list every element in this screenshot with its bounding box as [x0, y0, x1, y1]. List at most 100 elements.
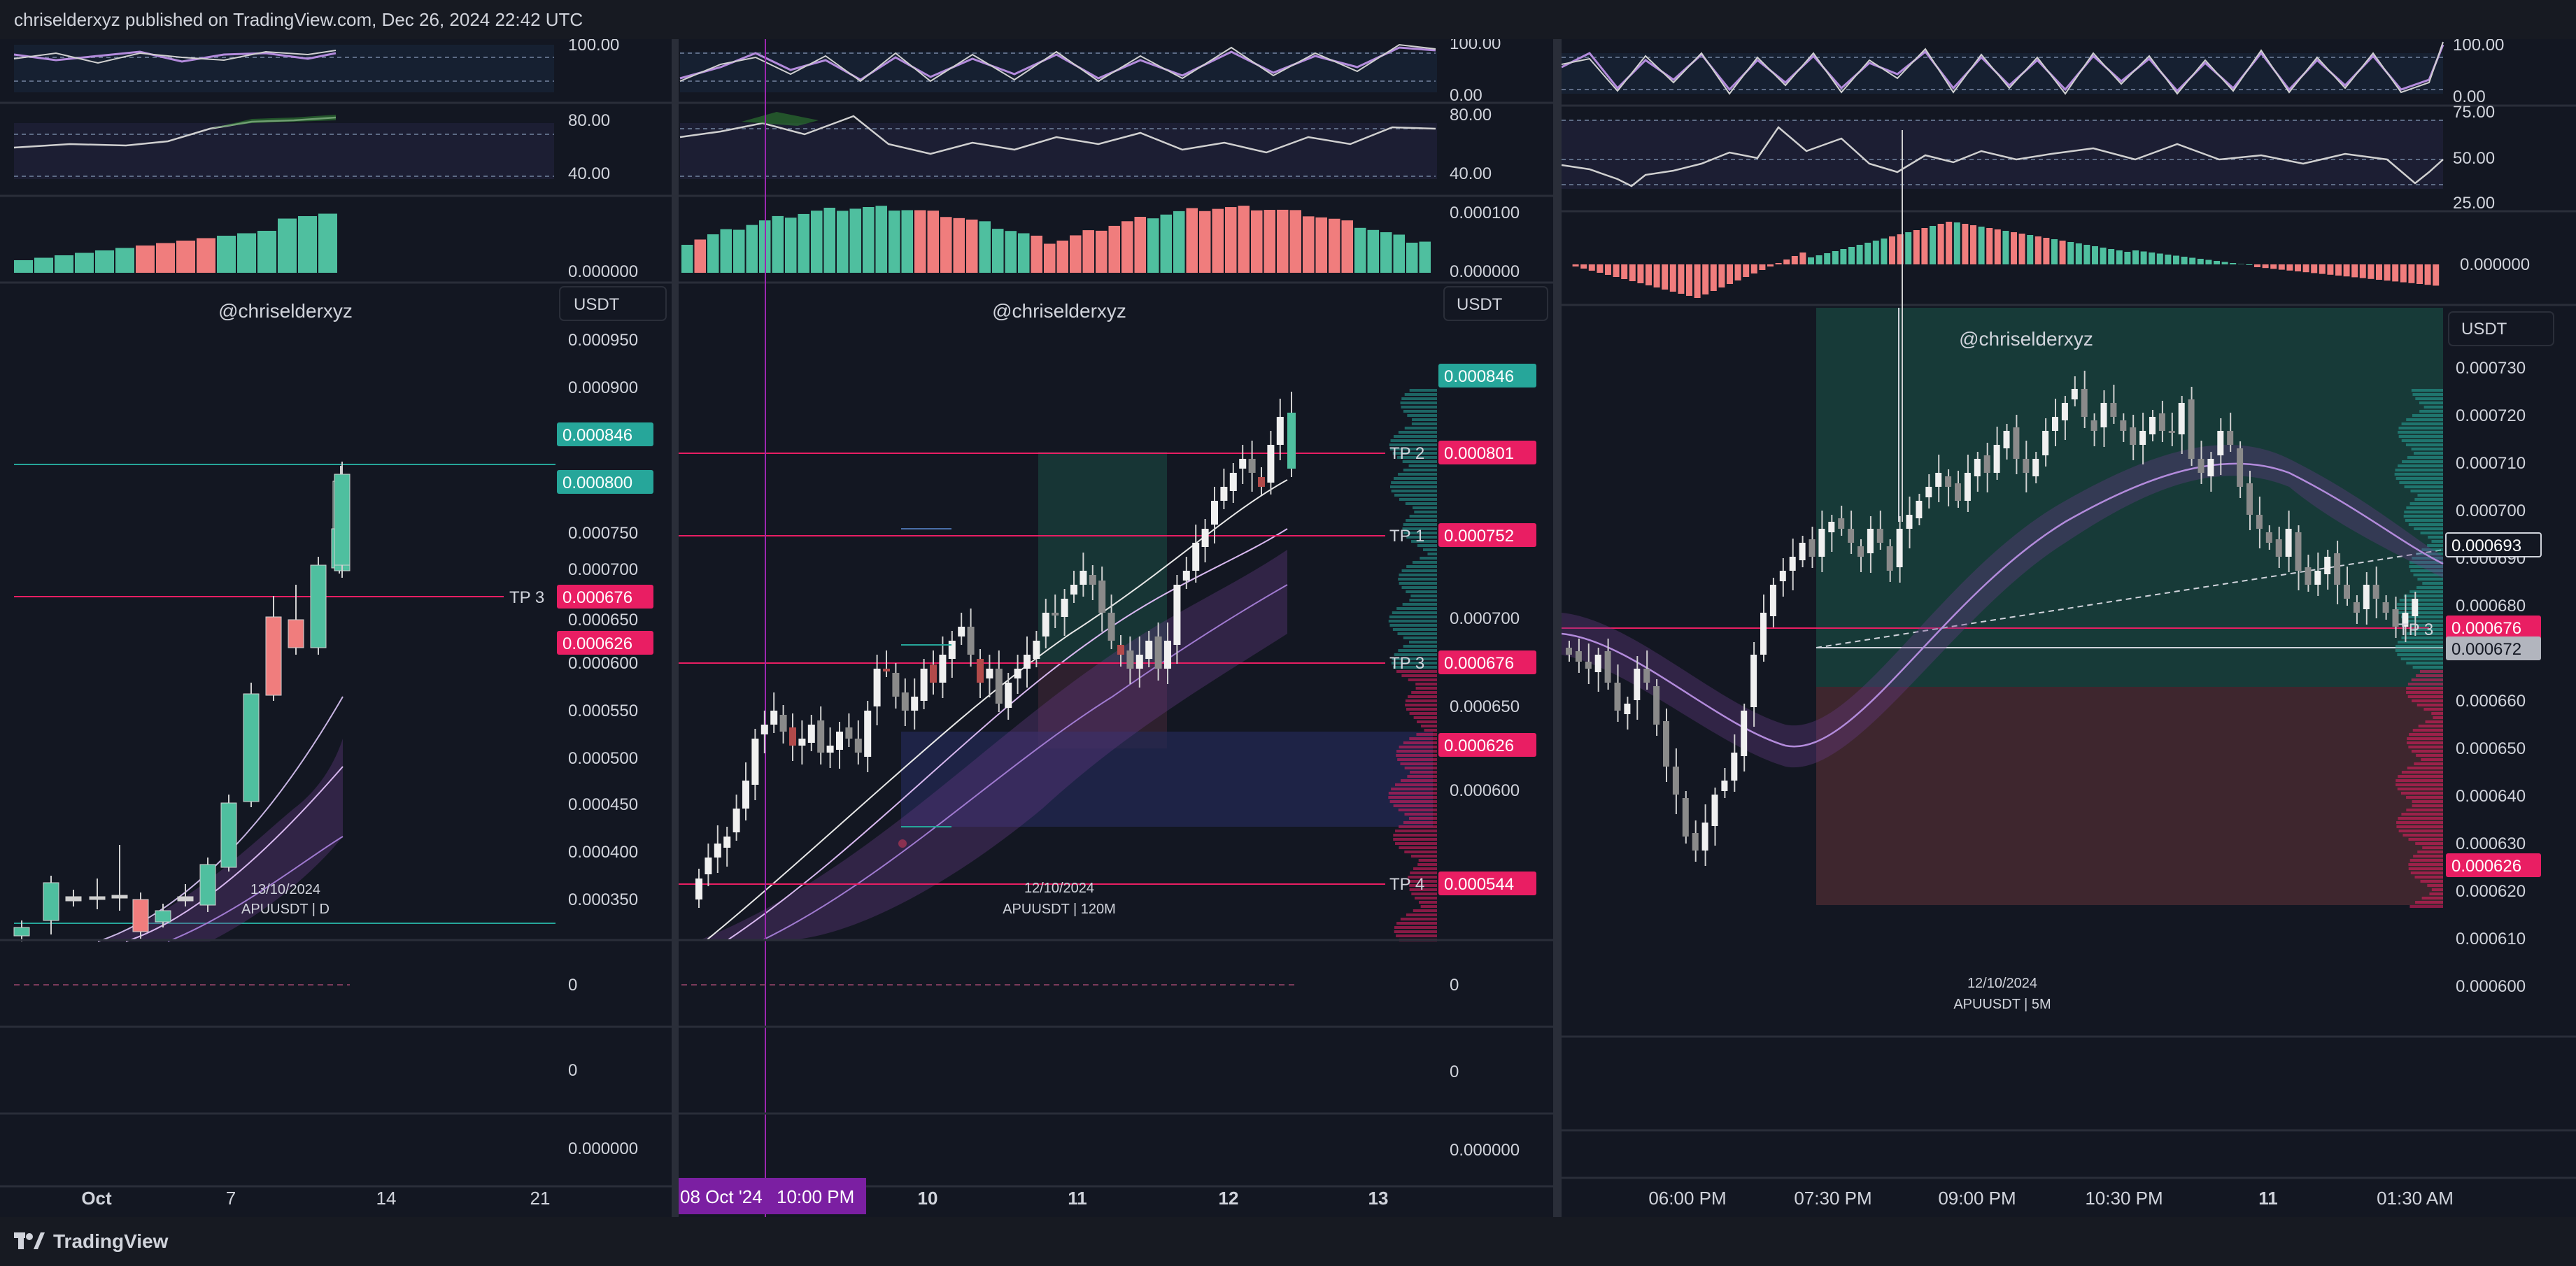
candle-body	[2324, 557, 2331, 574]
candle-body	[714, 844, 721, 858]
chart-panel-120m[interactable]: 100.00 0.00 80.00 40.00 0.000100 0.00000…	[679, 39, 1553, 1217]
currency-button-frame[interactable]	[1443, 286, 1548, 321]
histogram-bar	[1580, 264, 1587, 269]
chart-panel-120m-svg[interactable]: 100.00 0.00 80.00 40.00 0.000100 0.00000…	[679, 39, 1553, 1217]
tradingview-logo[interactable]: TradingView	[0, 1230, 168, 1253]
chart-panel-daily-svg[interactable]: 100.00 80.00 40.00 0.000000 @chriselderx…	[0, 39, 672, 1217]
histogram-bar	[2416, 264, 2423, 284]
currency-button-frame[interactable]	[2448, 311, 2554, 346]
histogram-bar	[1637, 264, 1644, 283]
volume-profile-bar	[2401, 813, 2443, 816]
candle-body	[2188, 399, 2195, 459]
footer: TradingView	[0, 1217, 2576, 1266]
histogram-bar	[1864, 243, 1871, 264]
candle-body	[1126, 650, 1134, 669]
histogram-bar	[2092, 246, 2098, 264]
candle-body	[1906, 515, 1913, 529]
candle-body	[986, 669, 993, 678]
volume-profile-bar	[1403, 821, 1437, 824]
candle-body	[1848, 529, 1855, 543]
price-badge-value: 0.000693	[2451, 536, 2521, 555]
candle-body	[779, 715, 787, 732]
candle-body	[1239, 459, 1247, 469]
histogram-bar	[1134, 217, 1146, 273]
volume-profile-bar	[2419, 670, 2443, 673]
histogram-bar	[2140, 251, 2147, 264]
volume-profile-bar	[2414, 527, 2443, 530]
volume-profile-bar	[1393, 435, 1437, 438]
histogram-bar	[1799, 253, 1806, 264]
histogram-bar	[14, 260, 33, 273]
volume-profile-bar	[2401, 771, 2443, 774]
chart-panel-5m-svg[interactable]: 100.00 0.00 75.00 50.00 25.00 0.000000 @…	[1562, 39, 2576, 1217]
histogram-bar	[1070, 235, 1082, 273]
histogram-bar	[217, 236, 236, 273]
volume-profile-bar	[1388, 796, 1437, 799]
watermark: @chriselderxyz	[992, 300, 1126, 322]
rsi-band	[14, 45, 554, 92]
histogram-bar	[1808, 257, 1814, 264]
candle-body	[1809, 539, 1816, 557]
price-scale-label: 0.000500	[568, 749, 638, 768]
volume-profile-bar	[2413, 452, 2443, 455]
candles-5m	[1566, 130, 2419, 866]
long-position-stop-zone	[1816, 687, 2443, 905]
histogram-bar	[1759, 264, 1766, 270]
rsi-scale-100: 100.00	[568, 39, 619, 55]
volume-profile-bar	[1389, 800, 1437, 803]
histogram-bar	[2149, 253, 2156, 264]
panel-divider[interactable]	[672, 39, 679, 1217]
volume-profile-bar	[1398, 809, 1437, 811]
volume-profile-bar	[2397, 653, 2443, 656]
histogram-bar	[1710, 264, 1717, 291]
candle-body	[1566, 648, 1572, 655]
volume-profile-bar	[2431, 712, 2443, 715]
candle-body	[1575, 651, 1582, 662]
crosshair-time-clock: 10:00 PM	[777, 1186, 854, 1207]
candle-body	[2275, 539, 2282, 557]
histogram-bar	[1329, 218, 1340, 273]
currency-button-frame[interactable]	[559, 286, 667, 321]
volume-profile-bar	[1392, 657, 1437, 660]
histogram-bar	[1669, 264, 1676, 292]
candle-body	[2042, 431, 2049, 455]
price-badge-value: 0.000676	[1444, 654, 1514, 673]
tp3-label: TP 3	[509, 588, 544, 607]
currency-button[interactable]: USDT	[574, 295, 620, 314]
price-scale-label: 0.000710	[2456, 454, 2526, 473]
histogram-bar	[1096, 230, 1107, 273]
histogram-bar	[1199, 211, 1211, 273]
currency-button[interactable]: USDT	[2461, 320, 2507, 339]
volume-profile-bar	[1410, 595, 1437, 597]
histogram-bar	[2278, 264, 2285, 270]
candle-body	[1154, 636, 1162, 669]
price-badges-5m: 0.000693 0.000676 0.000672 0.000626	[2445, 532, 2542, 877]
price-scale-label: 0.000700	[2456, 502, 2526, 520]
histogram-bar	[2132, 250, 2139, 264]
chart-panel-daily[interactable]: 100.00 80.00 40.00 0.000000 @chriselderx…	[0, 39, 672, 1217]
histogram-bar	[1005, 231, 1017, 273]
histogram-bar	[2011, 232, 2017, 264]
histogram-bar	[2368, 264, 2375, 279]
histogram-bar	[720, 229, 732, 273]
currency-button[interactable]: USDT	[1457, 295, 1503, 314]
candle-body	[2013, 427, 2020, 459]
histogram-bar	[1734, 264, 1741, 280]
candle-body	[220, 802, 237, 868]
volume-profile-bar	[2406, 506, 2443, 509]
price-badge	[557, 585, 653, 609]
histogram-bar	[2319, 264, 2326, 274]
price-scale-label: 0.000600	[1450, 781, 1520, 800]
histogram-bar	[914, 210, 926, 273]
volume-profile-bar	[1412, 561, 1437, 564]
chart-panel-5m[interactable]: 100.00 0.00 75.00 50.00 25.00 0.000000 @…	[1562, 39, 2576, 1217]
volume-profile-bar	[1416, 733, 1437, 736]
price-badge	[2446, 853, 2541, 877]
histogram-bar	[1783, 259, 1790, 264]
panel-divider[interactable]	[1553, 39, 1562, 1217]
volume-profile-bar	[1394, 477, 1437, 480]
lower-scale-3: 0.000000	[1450, 1141, 1520, 1160]
candle-body	[705, 858, 712, 874]
volume-profile-bar	[2395, 645, 2443, 648]
histogram-bar	[2424, 264, 2431, 285]
